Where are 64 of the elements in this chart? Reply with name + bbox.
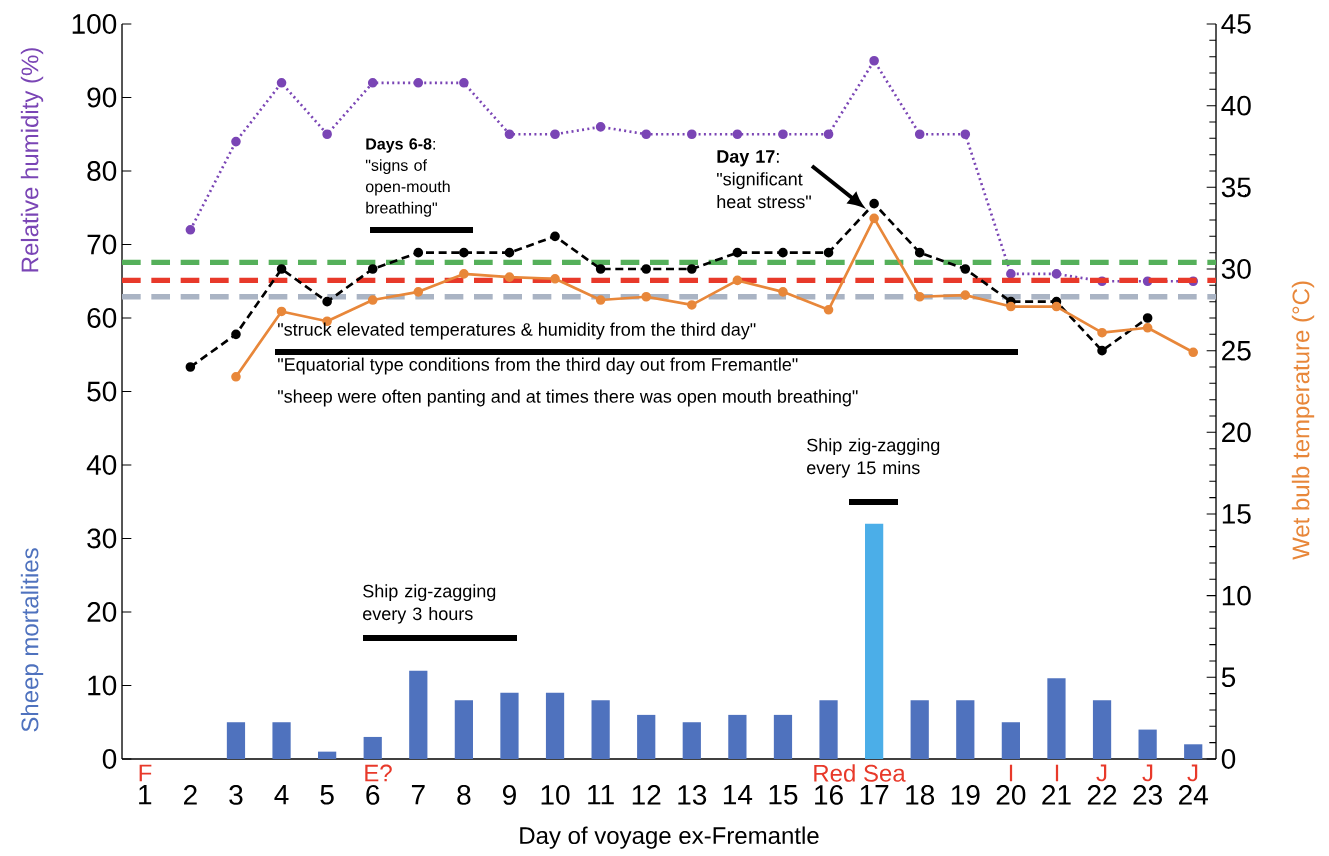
annotation: "sheep were often panting and at times there was open mouth breathing" bbox=[278, 389, 858, 407]
y2-tick-label: 15 bbox=[1222, 504, 1251, 524]
y-tick-label: 30 bbox=[87, 528, 117, 549]
y2-tick-label: 20 bbox=[1222, 422, 1251, 443]
x-tick-label: 5 bbox=[320, 785, 334, 805]
y-tick-label: 100 bbox=[72, 14, 117, 34]
x-tick-label: 22 bbox=[1087, 785, 1117, 805]
annotation: Days 6-8: "signs of open-mouth breathing" bbox=[365, 138, 450, 217]
y-tick-label: 60 bbox=[87, 308, 117, 328]
x-tick-label: 10 bbox=[541, 785, 570, 805]
y-tick-label: 50 bbox=[87, 381, 117, 402]
x-tick-label: 1 bbox=[139, 785, 152, 805]
x-tick-label: 21 bbox=[1042, 785, 1071, 805]
text: Sheep mortalities bbox=[20, 548, 44, 732]
x-tick-label: 4 bbox=[274, 785, 289, 805]
y-tick-label: 20 bbox=[87, 602, 117, 622]
x-tick-label: 7 bbox=[411, 785, 425, 805]
y-tick-label: 90 bbox=[87, 87, 117, 108]
x-axis-title: Day of voyage ex-Fremantle bbox=[520, 826, 819, 849]
x-tick-label: 9 bbox=[503, 785, 516, 805]
x-tick-label: 6 bbox=[366, 785, 380, 805]
text: J bbox=[1096, 764, 1107, 782]
y-tick-label: 70 bbox=[87, 234, 117, 255]
y-tick-label: 80 bbox=[87, 161, 117, 181]
x-tick-label: 16 bbox=[815, 785, 843, 805]
text: Relative humidity (%) bbox=[20, 48, 44, 272]
y2-tick-label: 25 bbox=[1222, 340, 1251, 361]
x-tick-label: 13 bbox=[678, 785, 707, 805]
x-tick-label: 18 bbox=[906, 785, 935, 805]
x-tick-label: 3 bbox=[229, 785, 243, 805]
x-tick-label: 11 bbox=[588, 785, 614, 805]
y2-tick-label: 35 bbox=[1221, 177, 1251, 198]
annotation: "struck elevated temperatures & humidity from the third day" bbox=[278, 322, 756, 340]
x-tick-label: 14 bbox=[723, 785, 753, 805]
x-tick-label: 20 bbox=[996, 785, 1026, 805]
x-tick-label: 23 bbox=[1133, 785, 1162, 805]
x-tick-label: 2 bbox=[184, 785, 197, 805]
x-tick-label: 8 bbox=[457, 785, 471, 805]
annotation: Day 17: "significant heat stress" bbox=[717, 150, 811, 209]
y2-tick-label: 40 bbox=[1221, 95, 1251, 116]
text: J bbox=[1187, 764, 1198, 782]
x-tick-label: 19 bbox=[951, 785, 980, 805]
annotation: "Equatorial type conditions from the third day out from Fremantle" bbox=[278, 357, 798, 375]
x-tick-label: 24 bbox=[1179, 785, 1208, 805]
y-tick-label: 10 bbox=[88, 675, 117, 696]
y2-tick-label: 5 bbox=[1221, 667, 1236, 688]
annotation: Ship zig-zagging every 15 mins bbox=[807, 438, 940, 478]
x-tick-label: 12 bbox=[632, 785, 661, 805]
x-tick-label: 15 bbox=[769, 785, 798, 805]
y-tick-label: 0 bbox=[102, 749, 117, 769]
text: I bbox=[1009, 764, 1013, 782]
x-tick-label: 17 bbox=[860, 785, 889, 805]
annotation: Ship zig-zagging every 3 hours bbox=[363, 584, 496, 624]
y-tick-label: 40 bbox=[86, 455, 117, 475]
y2-tick-label: 10 bbox=[1222, 585, 1251, 606]
y2-tick-label: 0 bbox=[1221, 749, 1236, 769]
y2-tick-label: 30 bbox=[1221, 259, 1251, 279]
text: I bbox=[1055, 764, 1059, 782]
text: J bbox=[1142, 764, 1153, 782]
text: Wet bulb temperature (°C) bbox=[1291, 281, 1315, 560]
text: E? bbox=[365, 764, 392, 782]
text: Red Sea bbox=[814, 764, 906, 782]
y2-tick-label: 45 bbox=[1221, 14, 1251, 34]
text: F bbox=[139, 764, 152, 782]
